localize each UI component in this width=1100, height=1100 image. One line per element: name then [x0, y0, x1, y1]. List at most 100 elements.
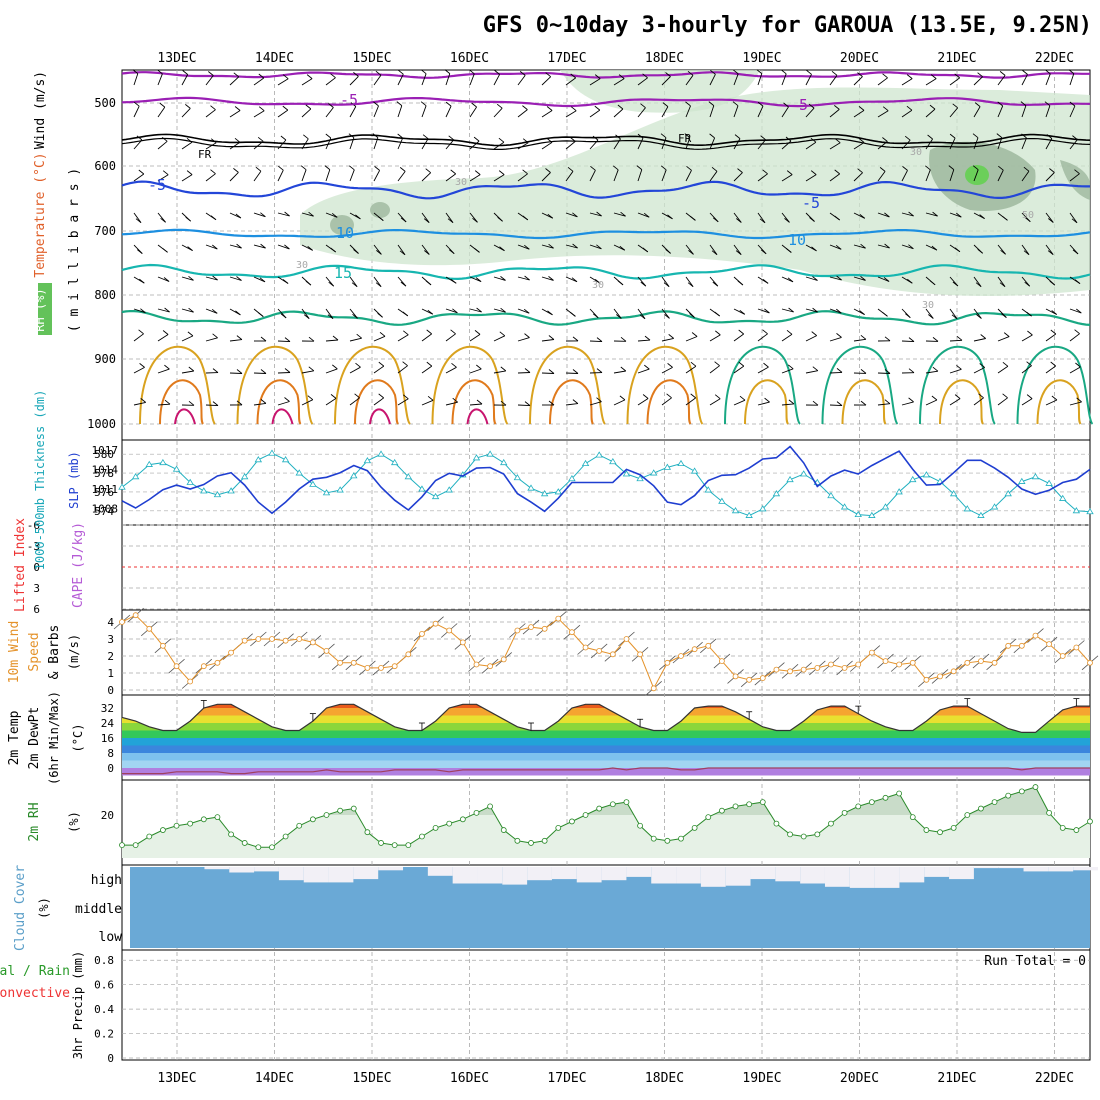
wind-barb-flag	[906, 105, 913, 111]
wind-barb-flag	[785, 136, 792, 142]
wind-barb-flag	[139, 363, 145, 368]
wind-barb-flag	[757, 101, 764, 107]
thickness-tick: 578	[94, 467, 114, 480]
wind-barb-flag	[523, 308, 530, 314]
wind-barb	[205, 337, 218, 342]
slp-tick: 1008	[92, 503, 119, 516]
wind-barb-flag	[305, 280, 312, 286]
temperature-ylabel: Temperature (°C)	[33, 152, 48, 277]
wind-unit: (m/s)	[67, 634, 81, 670]
wind-barb-flag	[324, 165, 331, 170]
wind-barb	[829, 404, 843, 407]
wind-barb-flag	[374, 166, 380, 171]
wind-barb	[469, 140, 480, 150]
thickness-tick: 576	[94, 486, 114, 499]
cloud-high-gap	[477, 867, 503, 884]
wind-barb-flag	[373, 101, 379, 107]
wind-barb	[253, 110, 265, 118]
wind-barb	[661, 169, 667, 182]
wind-barb-flag	[714, 394, 721, 400]
wind-barb	[421, 138, 429, 150]
wind-speed-line-point	[1073, 644, 1080, 651]
wind-barb-flag	[548, 335, 555, 340]
wind-barb-flag	[159, 102, 166, 108]
thickness-line-point	[718, 497, 726, 504]
wind-tick: 0	[107, 684, 114, 697]
wind-speed-line-point	[487, 663, 494, 670]
wind-barb-flag	[882, 73, 888, 79]
wind-barb-flag	[596, 244, 602, 250]
wind-barb	[973, 137, 979, 150]
wind-barb	[853, 110, 865, 118]
rh2m-ylabel: 2m RH	[27, 802, 42, 841]
thickness-line-point	[363, 457, 372, 464]
wind-barb	[757, 333, 768, 342]
wind-speed-line-point	[500, 656, 507, 663]
rh-line-point	[991, 799, 998, 805]
wind-barb-flag	[330, 247, 336, 253]
precip-tick: 0.6	[94, 979, 114, 992]
wind-barb	[1045, 138, 1053, 150]
wind-barb-flag	[448, 249, 455, 255]
wind-barb-flag	[786, 170, 793, 175]
wind-barb-flag	[806, 69, 812, 75]
wind-speed-line-point	[282, 637, 289, 644]
thickness-line-point	[309, 480, 317, 487]
wind-barb-flag	[353, 249, 359, 254]
wind-barb-flag	[834, 105, 840, 110]
wind-barb-flag	[451, 362, 457, 368]
date-label-top: 21DEC	[937, 51, 976, 66]
wind-barb	[541, 142, 553, 150]
wind-barb-flag	[1044, 101, 1051, 107]
wind-barb-flag	[282, 74, 289, 80]
wind-barb	[469, 368, 482, 374]
wind-barb	[565, 276, 578, 283]
wind-barb	[757, 212, 766, 224]
wind-barb-flag	[732, 101, 739, 107]
wind-barb-flag	[162, 330, 169, 335]
wind-barb-flag	[303, 314, 310, 319]
wind-barb-flag	[547, 213, 554, 219]
wind-barb-flag	[954, 247, 961, 253]
contour-label: -5	[802, 194, 820, 212]
wind-barb	[253, 244, 266, 249]
wind-barb	[949, 137, 956, 150]
wind-barb	[181, 308, 194, 313]
wind-barb	[613, 169, 619, 182]
wind-barb	[301, 169, 307, 182]
wind-barb-flag	[282, 279, 289, 284]
wind-barb-flag	[979, 363, 985, 368]
wind-barb-flag	[140, 308, 146, 314]
wind-speed-line-point	[1046, 641, 1052, 647]
cloud-high-gap	[303, 867, 329, 883]
wind-barb-flag	[857, 168, 863, 174]
wind-barb	[541, 372, 555, 374]
wind-barb-flag	[375, 70, 382, 76]
wind-barb	[1069, 73, 1075, 86]
wind-barb-flag	[379, 331, 386, 337]
wind-barb-flag	[328, 281, 334, 287]
wind-barb	[853, 244, 866, 249]
wind-barb-flag	[450, 329, 456, 335]
wind-barb-flag	[929, 104, 936, 110]
thickness-ylabel: 1000-500mb Thickness (dm)	[33, 390, 47, 571]
cloud-high-gap	[353, 867, 379, 880]
wind-barb	[325, 398, 337, 406]
thickness-line-point	[704, 486, 712, 493]
wind-barb-flag	[762, 169, 768, 175]
wind-barb-flag	[330, 73, 336, 79]
wind-barb	[229, 172, 239, 182]
wind-barb-flag	[1076, 397, 1082, 403]
temperature-panel: 32 24 16 8 0	[101, 698, 1090, 776]
wind-barb-flag	[307, 246, 313, 251]
thickness-line-point	[963, 505, 972, 512]
wind-barb-flag	[420, 69, 427, 75]
wind-barb	[157, 334, 169, 342]
wind-barb	[253, 77, 265, 86]
wind-barb	[613, 370, 626, 374]
wind-barb-flag	[925, 165, 931, 171]
wind-barb-flag	[355, 214, 361, 220]
contour-label: 50	[1022, 210, 1034, 221]
wind-barb	[1069, 333, 1080, 342]
wind-speed-line-point	[214, 659, 221, 666]
